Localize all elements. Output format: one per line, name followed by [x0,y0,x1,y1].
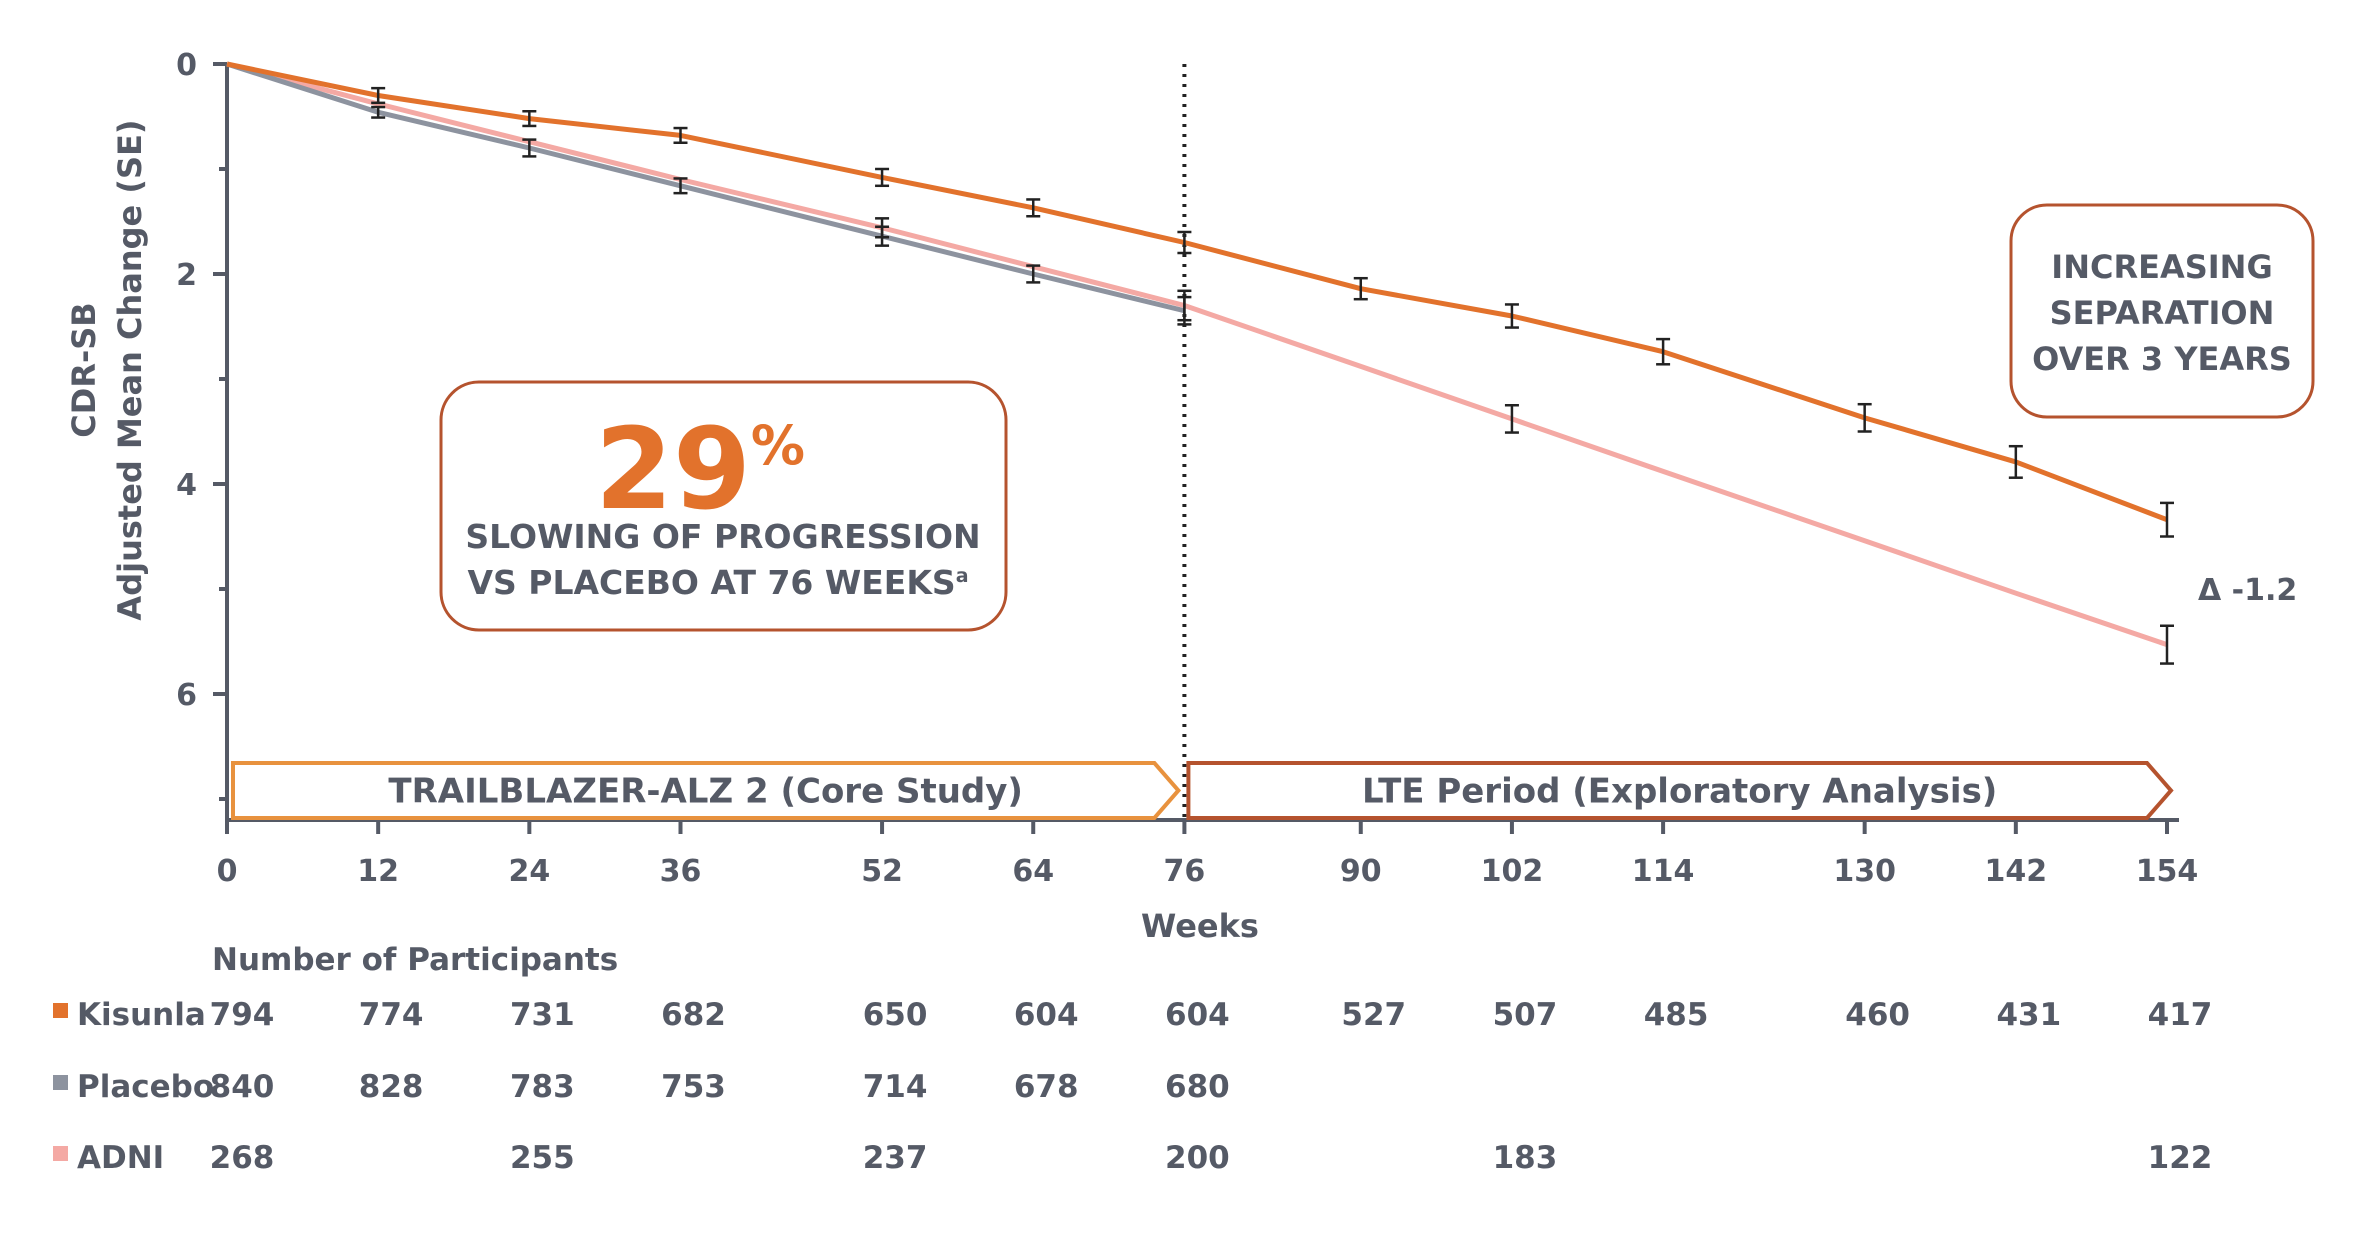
slowing-annotation: 29% SLOWING OF PROGRESSION VS PLACEBO AT… [439,380,1008,632]
x-tick-label: 114 [1632,854,1695,889]
core-study-label: TRAILBLAZER-ALZ 2 (Core Study) [388,772,1023,812]
participant-count-kisunla-90: 527 [1341,997,1406,1033]
participant-count-placebo-12: 828 [359,1069,424,1105]
lte-period-arrow [1186,761,2174,820]
error-bar-kisunla-130 [1857,402,1872,433]
legend-swatch-kisunla [53,1003,68,1018]
error-bar-kisunla-154 [2160,501,2174,538]
y-tick-label: 6 [176,678,197,713]
legend-label-kisunla: Kisunla [77,997,206,1033]
error-bar-kisunla-64 [1026,198,1041,218]
participants-title: Number of Participants [212,942,618,978]
svg-text:29%: 29% [595,405,805,535]
series-layer [226,61,2174,665]
participant-count-kisunla-12: 774 [359,997,424,1033]
svg-text:VS PLACEBO AT 76 WEEKSa: VS PLACEBO AT 76 WEEKSa [467,563,968,602]
error-bar-kisunla-52 [875,167,890,188]
error-bar-kisunla-90 [1353,276,1368,301]
slowing-footnote: a [956,565,969,587]
x-tick-label: 102 [1481,854,1544,889]
participant-count-adni-52: 237 [863,1140,928,1176]
y-axis-title-line2: Adjusted Mean Change (SE) [111,119,149,620]
slowing-annotation-box [439,380,1008,632]
percent-sign: % [751,414,805,477]
x-tick-label: 142 [1985,854,2048,889]
delta-label: Δ -1.2 [2198,573,2297,608]
x-tick-label: 64 [1012,854,1054,889]
x-tick-label: 76 [1164,854,1206,889]
participant-count-kisunla-64: 604 [1014,997,1079,1033]
separation-line2: SEPARATION [2050,294,2275,332]
participant-count-kisunla-52: 650 [863,997,928,1033]
core-study-arrow [231,761,1182,820]
x-tick-label: 52 [861,854,903,889]
legend-swatch-adni [53,1146,68,1161]
x-tick-label: 130 [1833,854,1896,889]
error-bar-kisunla-12 [371,86,386,105]
error-bar-kisunla-142 [2008,444,2023,479]
y-tick-label: 0 [176,48,197,83]
error-bar-kisunla-36 [673,126,688,144]
x-axis-title: Weeks [1141,907,1259,945]
y-axis-title-line1: CDR-SB [65,302,103,437]
legend-swatch-placebo [53,1075,68,1090]
participant-count-adni-102: 183 [1493,1140,1558,1176]
participant-count-placebo-36: 753 [661,1069,726,1105]
participant-count-placebo-76: 680 [1165,1069,1230,1105]
x-tick-label: 36 [660,854,702,889]
x-tick-label: 154 [2136,854,2199,889]
participant-count-kisunla-154: 417 [2148,997,2213,1033]
error-bar-adni-76 [1177,289,1192,322]
legend-label-adni: ADNI [77,1140,164,1176]
slowing-line2: VS PLACEBO AT 76 WEEKS [467,563,955,602]
separation-annotation-box [2009,203,2315,419]
participant-count-kisunla-24: 731 [510,997,575,1033]
participant-count-placebo-24: 783 [510,1069,575,1105]
participant-count-adni-76: 200 [1165,1140,1230,1176]
participants-table: Kisunla 794 774 731 682 650 604 604 527 507 485 460… [53,997,2212,1176]
y-tick-label: 2 [176,258,197,293]
error-bar-kisunla-24 [522,110,537,128]
x-tick-label: 12 [357,854,399,889]
separation-line3: OVER 3 YEARS [2032,340,2292,378]
error-bar-kisunla-102 [1504,303,1519,329]
participant-count-placebo-64: 678 [1014,1069,1079,1105]
lte-period-label: LTE Period (Exploratory Analysis) [1362,772,1997,812]
participant-count-kisunla-130: 460 [1845,997,1910,1033]
participant-count-kisunla-102: 507 [1493,997,1558,1033]
error-bar-adni-102 [1504,404,1519,434]
legend-label-placebo: Placebo [77,1069,214,1105]
participant-count-kisunla-0: 794 [210,997,275,1033]
separation-annotation: INCREASING SEPARATION OVER 3 YEARS [2009,203,2315,419]
error-bar-kisunla-114 [1656,337,1671,366]
error-bar-kisunla-76 [1177,230,1192,255]
error-bar-placebo-64 [1026,264,1041,284]
participant-count-placebo-0: 840 [210,1069,275,1105]
separation-line1: INCREASING [2051,248,2272,286]
error-bar-placebo-36 [673,177,688,195]
error-bar-placebo-24 [522,138,537,158]
slowing-line1: SLOWING OF PROGRESSION [465,517,980,556]
participant-count-kisunla-142: 431 [1996,997,2061,1033]
error-bar-placebo-12 [371,105,386,119]
participant-count-adni-0: 268 [210,1140,275,1176]
participant-count-adni-24: 255 [510,1140,575,1176]
error-bar-adni-154 [2160,624,2174,665]
x-tick-label: 24 [508,854,550,889]
phase-bar: TRAILBLAZER-ALZ 2 (Core Study) LTE Period… [231,761,2174,820]
participant-count-kisunla-114: 485 [1644,997,1709,1033]
participant-count-kisunla-76: 604 [1165,997,1230,1033]
x-tick-label: 0 [217,854,238,889]
participant-count-placebo-52: 714 [863,1069,928,1105]
x-tick-label: 90 [1340,854,1382,889]
participant-count-kisunla-36: 682 [661,997,726,1033]
y-tick-label: 4 [176,468,197,503]
error-bar-adni-52 [875,217,890,239]
percent-value: 29 [595,405,751,535]
participant-count-adni-154: 122 [2148,1140,2213,1176]
